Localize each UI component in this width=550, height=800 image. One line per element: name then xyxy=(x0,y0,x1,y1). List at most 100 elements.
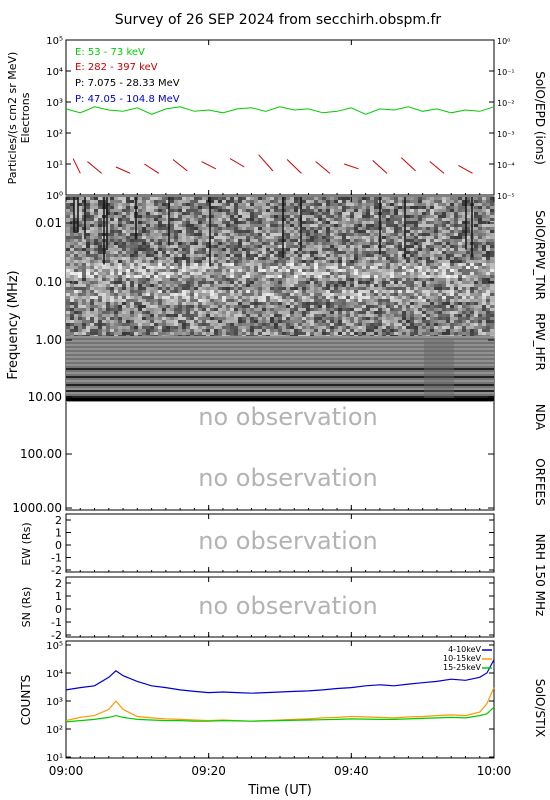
spectrum-cell xyxy=(310,233,315,236)
spectrum-cell xyxy=(482,329,487,332)
spectrum-cell xyxy=(478,266,483,269)
spectrum-cell xyxy=(222,206,227,209)
spectrum-cell xyxy=(162,200,167,203)
spectrum-cell xyxy=(218,206,223,209)
spectrum-cell xyxy=(466,281,471,284)
spectrum-cell xyxy=(382,206,387,209)
spectrum-cell xyxy=(386,305,391,308)
spectrum-cell xyxy=(254,200,259,203)
spectrum-cell xyxy=(222,248,227,251)
spectrum-cell xyxy=(418,281,423,284)
spectrum-cell xyxy=(374,200,379,203)
spectrum-cell xyxy=(402,290,407,293)
spectrum-cell xyxy=(202,287,207,290)
spectrum-cell xyxy=(210,302,215,305)
spectrum-cell xyxy=(174,278,179,281)
spectrum-cell xyxy=(86,263,91,266)
spectrum-cell xyxy=(198,248,203,251)
spectrum-cell xyxy=(174,308,179,311)
spectrum-cell xyxy=(66,260,71,263)
spectrum-cell xyxy=(210,272,215,275)
spectrum-cell xyxy=(438,305,443,308)
spectrum-cell xyxy=(458,266,463,269)
spectrum-cell xyxy=(186,320,191,323)
spectrum-cell xyxy=(362,269,367,272)
spectrum-cell xyxy=(106,209,111,212)
spectrum-cell xyxy=(86,284,91,287)
spectrum-cell xyxy=(326,320,331,323)
spectrum-cell xyxy=(238,224,243,227)
spectrum-cell xyxy=(110,209,115,212)
spectrum-cell xyxy=(386,257,391,260)
spectrum-cell xyxy=(442,227,447,230)
spectrum-cell xyxy=(118,224,123,227)
spectrum-cell xyxy=(418,254,423,257)
spectrum-cell xyxy=(302,296,307,299)
spectrum-cell xyxy=(466,332,471,335)
spectrum-cell xyxy=(70,329,75,332)
spectrum-cell xyxy=(106,227,111,230)
spectrum-cell xyxy=(210,224,215,227)
spectrum-cell xyxy=(334,287,339,290)
spectrum-cell xyxy=(358,224,363,227)
spectrum-cell xyxy=(130,212,135,215)
spectrum-cell xyxy=(126,323,131,326)
spectrum-cell xyxy=(98,326,103,329)
spectrum-cell xyxy=(434,212,439,215)
spectrum-cell xyxy=(182,236,187,239)
spectrum-cell xyxy=(478,218,483,221)
spectrum-cell xyxy=(258,218,263,221)
spectrum-cell xyxy=(330,305,335,308)
spectrum-cell xyxy=(322,287,327,290)
spectrum-cell xyxy=(330,314,335,317)
spectrum-cell xyxy=(470,302,475,305)
spectrum-cell xyxy=(298,209,303,212)
spectrum-cell xyxy=(82,233,87,236)
spectrum-cell xyxy=(438,302,443,305)
spectrum-cell xyxy=(358,218,363,221)
spectrum-cell xyxy=(94,290,99,293)
spectrum-cell xyxy=(226,227,231,230)
spectrum-cell xyxy=(270,209,275,212)
spectrum-cell xyxy=(294,317,299,320)
spectrum-cell xyxy=(298,302,303,305)
spectrum-cell xyxy=(270,299,275,302)
spectrum-cell xyxy=(66,314,71,317)
spectrum-cell xyxy=(166,215,171,218)
spectrum-cell xyxy=(74,287,79,290)
spectrum-cell xyxy=(418,284,423,287)
spectrum-cell xyxy=(314,278,319,281)
spectrum-cell xyxy=(358,242,363,245)
spectrum-cell xyxy=(230,278,235,281)
spectrum-cell xyxy=(382,218,387,221)
spectrum-cell xyxy=(326,197,331,200)
spectrum-cell xyxy=(218,308,223,311)
spectrum-cell xyxy=(246,233,251,236)
spectrum-cell xyxy=(290,221,295,224)
spectrum-cell xyxy=(154,266,159,269)
spectrum-cell xyxy=(178,245,183,248)
spectrum-cell xyxy=(182,287,187,290)
spectrum-cell xyxy=(394,200,399,203)
spectrum-cell xyxy=(282,254,287,257)
spectrum-cell xyxy=(406,284,411,287)
spectrum-cell xyxy=(166,287,171,290)
spectrum-cell xyxy=(370,245,375,248)
spectrum-cell xyxy=(466,320,471,323)
spectrum-cell xyxy=(362,278,367,281)
spectrum-cell xyxy=(86,245,91,248)
spectrum-cell xyxy=(242,203,247,206)
spectrum-cell xyxy=(78,320,83,323)
spectrum-cell xyxy=(242,323,247,326)
spectrum-cell xyxy=(226,311,231,314)
spectrum-cell xyxy=(446,326,451,329)
spectrum-cell xyxy=(86,248,91,251)
spectrum-cell xyxy=(334,308,339,311)
spectrum-cell xyxy=(450,245,455,248)
spectrum-cell xyxy=(242,215,247,218)
spectrum-cell xyxy=(210,257,215,260)
spectrum-cell xyxy=(162,275,167,278)
spectrum-cell xyxy=(230,200,235,203)
spectrum-cell xyxy=(406,323,411,326)
spectrum-cell xyxy=(194,287,199,290)
